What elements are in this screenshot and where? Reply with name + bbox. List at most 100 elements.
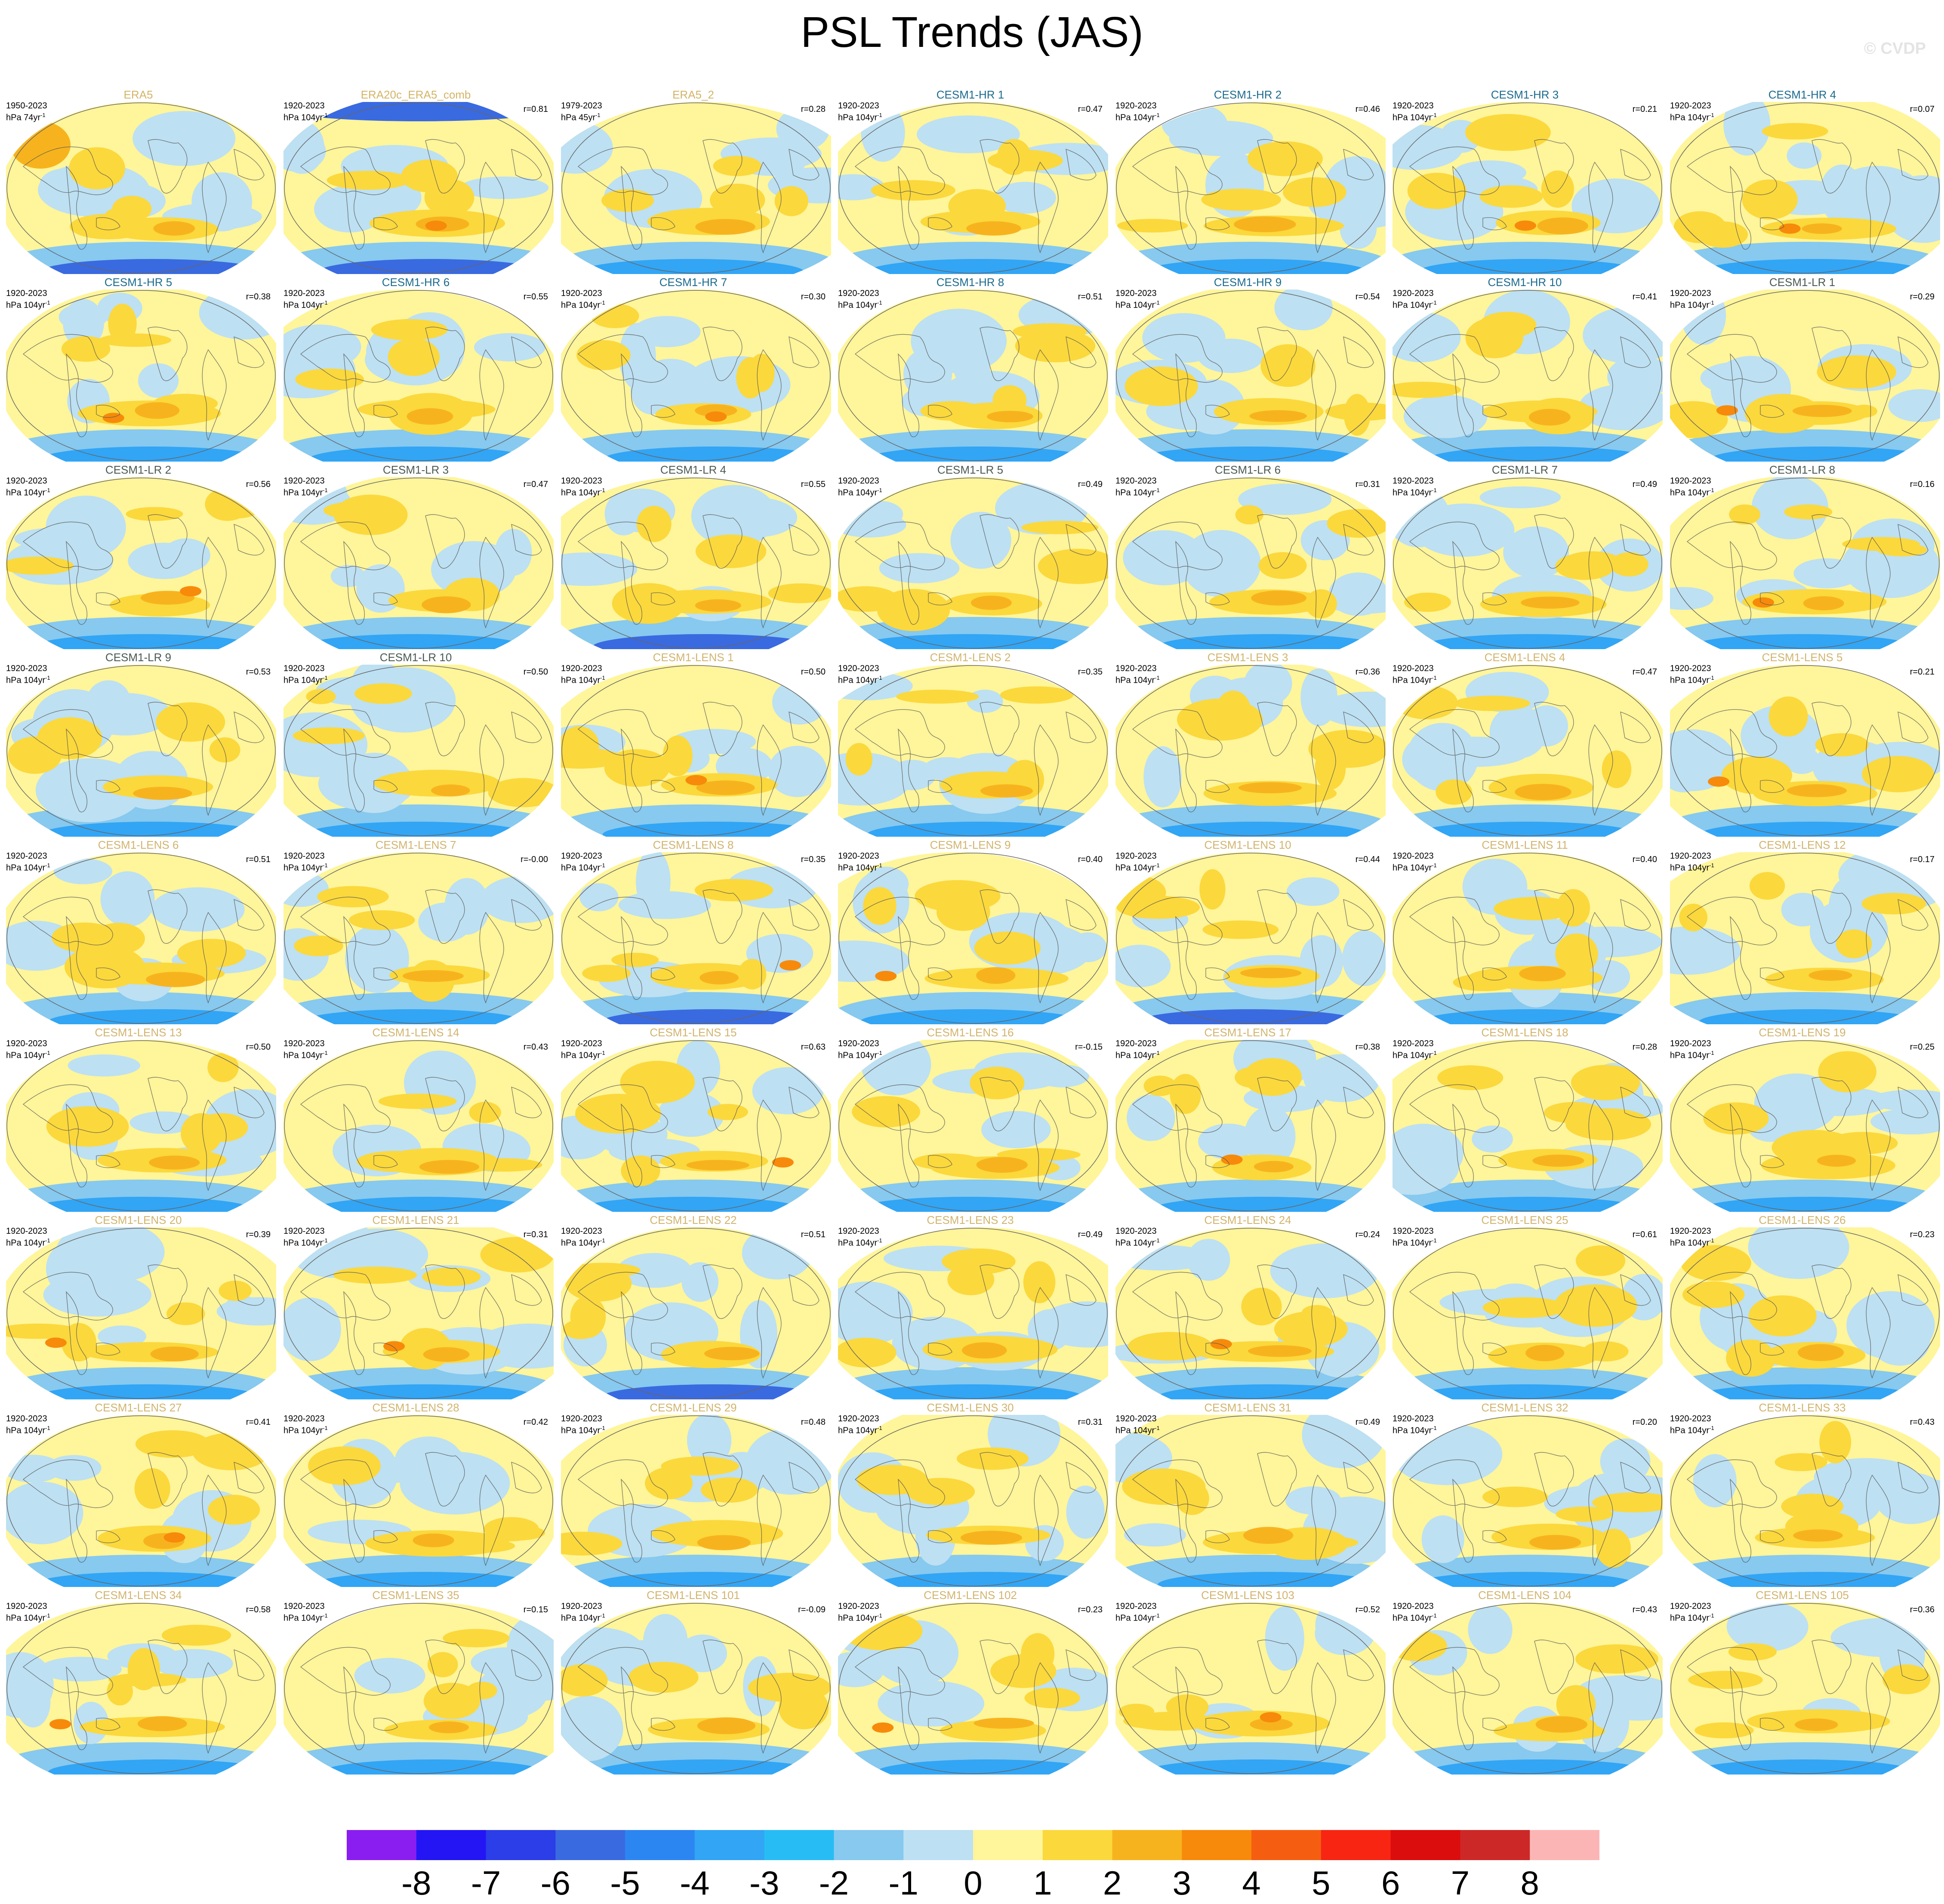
panel-unit-text: hPa 104yr [1115, 1613, 1155, 1623]
strong-high-core [872, 1722, 894, 1733]
positive-trend-region [877, 589, 950, 631]
negative-trend-region [39, 1657, 122, 1682]
map-border [1393, 1040, 1662, 1211]
positive-trend-region [156, 702, 225, 742]
global-map [1670, 1415, 1940, 1587]
panel-title: CESM1-HR 1 [936, 88, 1004, 101]
southern-subtropical-high-core [428, 1721, 469, 1734]
global-map [1115, 1415, 1386, 1587]
panel-units: hPa 104yr-1 [1393, 1236, 1437, 1248]
panel-units: hPa 104yr-1 [1670, 1423, 1714, 1436]
panel-years: 1920-2023 [1670, 1414, 1711, 1423]
positive-trend-region [1170, 1074, 1202, 1114]
positive-trend-region [1260, 344, 1316, 387]
panel-units: hPa 104yr-1 [838, 1236, 882, 1248]
coastline-outline [1686, 1639, 1929, 1754]
map-panel: CESM1-LENS 18 1920-2023 hPa 104yr-1 r=0.28 [1386, 1026, 1663, 1214]
southern-ocean-low-core [33, 1572, 257, 1587]
coastline-outline [577, 889, 819, 1004]
panel-units: hPa 104yr-1 [283, 673, 328, 685]
panel-correlation: r=0.40 [1632, 855, 1657, 864]
panel-years: 1920-2023 [838, 851, 879, 861]
negative-trend-region [1693, 1454, 1737, 1508]
positive-trend-region [1748, 1295, 1817, 1337]
southern-subtropical-high-core [153, 221, 195, 236]
panel-years: 1920-2023 [1393, 1414, 1434, 1423]
map-border [284, 1415, 553, 1587]
panel-unit-exponent: -1 [1709, 299, 1714, 306]
negative-trend-region [1670, 729, 1735, 792]
panel-unit-exponent: -1 [600, 862, 605, 869]
global-map [1670, 290, 1940, 462]
panel-correlation: r=0.61 [1632, 1230, 1657, 1239]
southern-subtropical-high-core [976, 967, 1016, 984]
panel-title: CESM1-LENS 22 [650, 1214, 737, 1226]
panel-title: CESM1-HR 7 [659, 276, 727, 289]
positive-trend-region [1555, 933, 1598, 975]
panel-units: hPa 104yr-1 [1393, 1423, 1437, 1436]
southern-subtropical-high-core [413, 1533, 454, 1547]
global-map [838, 477, 1108, 649]
panel-correlation: r=0.52 [1355, 1605, 1380, 1614]
southern-ocean-low-core [856, 1197, 1080, 1212]
positive-trend-region [1592, 1492, 1663, 1513]
panel-correlation: r=0.49 [1078, 1230, 1103, 1239]
map-panel: CESM1-LR 9 1920-2023 hPa 104yr-1 r=0.53 [0, 651, 277, 838]
panel-correlation: r=0.31 [523, 1230, 548, 1239]
colorbar-tick-label: -6 [540, 1864, 571, 1902]
panel-unit-exponent: -1 [323, 112, 328, 118]
southern-ocean-low-core [40, 822, 265, 837]
southern-subtropical-high-core [696, 780, 755, 795]
negative-trend-region [671, 729, 756, 754]
negative-trend-region [1787, 142, 1822, 169]
panel-units: hPa 104yr-1 [1115, 673, 1160, 685]
coastline-outline [300, 1077, 542, 1191]
southern-ocean-low-core [302, 634, 526, 649]
global-map [1115, 1040, 1386, 1212]
positive-trend-region [1393, 382, 1461, 398]
panel-title: CESM1-LENS 9 [930, 838, 1011, 851]
southern-ocean-low-core [314, 1197, 538, 1212]
map-border [1670, 290, 1940, 461]
coastline-outline [1132, 1452, 1374, 1566]
map-border [1670, 1228, 1940, 1399]
negative-trend-region [1588, 960, 1630, 994]
global-map [6, 852, 276, 1024]
panel-unit-text: hPa 104yr [1393, 300, 1432, 310]
southern-ocean-low-core [1414, 1384, 1638, 1399]
panel-title: CESM1-LENS 2 [930, 651, 1011, 664]
negative-trend-region [1034, 1064, 1089, 1088]
map-border [6, 1040, 276, 1211]
panel-correlation: r=0.47 [1078, 105, 1103, 114]
panel-unit-text: hPa 104yr [1393, 1238, 1432, 1248]
panel-unit-text: hPa 104yr [838, 1426, 878, 1436]
panel-correlation: r=0.50 [801, 667, 826, 677]
map-border [1393, 290, 1662, 461]
southern-subtropical-high-core [1249, 410, 1307, 422]
southern-subtropical-high-core [966, 221, 1021, 236]
global-map [838, 1602, 1108, 1775]
southern-subtropical-high-core [1529, 1535, 1581, 1550]
southern-subtropical-high-core [1802, 223, 1842, 234]
panel-units: hPa 104yr-1 [1115, 1236, 1160, 1248]
panel-title: CESM1-LENS 17 [1204, 1026, 1291, 1039]
panel-units: hPa 104yr-1 [6, 1611, 50, 1623]
panel-unit-exponent: -1 [323, 675, 328, 681]
positive-trend-region [852, 1096, 921, 1128]
panel-unit-exponent: -1 [877, 1237, 882, 1244]
positive-trend-region [570, 1296, 606, 1338]
positive-trend-region [1117, 219, 1188, 233]
map-border [6, 290, 276, 461]
coastline-outline [854, 327, 1097, 441]
map-panel: CESM1-LENS 32 1920-2023 hPa 104yr-1 r=0.20 [1386, 1401, 1663, 1589]
map-panel: CESM1-LR 6 1920-2023 hPa 104yr-1 r=0.31 [1109, 463, 1386, 651]
colorbar-swatch [903, 1830, 974, 1860]
map-panel: CESM1-LENS 19 1920-2023 hPa 104yr-1 r=0.25 [1664, 1026, 1941, 1214]
map-border [6, 853, 276, 1024]
panel-unit-exponent: -1 [323, 1425, 328, 1431]
global-map [6, 290, 276, 462]
panel-title: CESM1-LENS 1 [653, 651, 734, 664]
negative-trend-region [1870, 1108, 1940, 1135]
map-border [1393, 665, 1662, 836]
panel-unit-exponent: -1 [323, 487, 328, 493]
